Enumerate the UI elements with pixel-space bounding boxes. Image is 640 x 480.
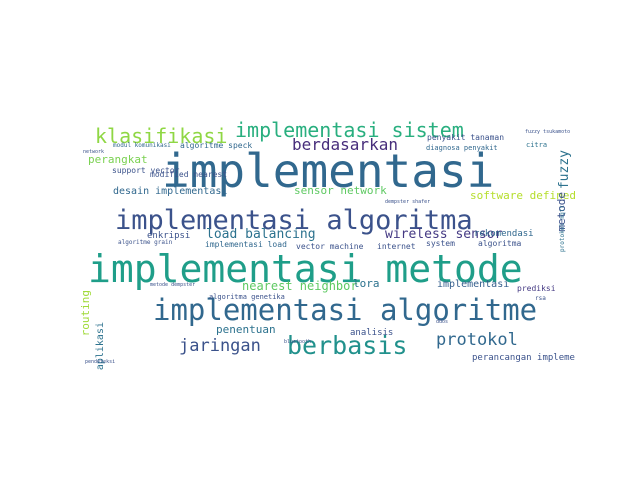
word-sensor-network: sensor network — [294, 184, 387, 197]
word-implementasi-sistem: implementasi sistem — [235, 118, 464, 142]
word-implementasi-algoritme: implementasi algoritme — [153, 293, 538, 327]
word-enkripsi: enkripsi — [147, 231, 191, 241]
word-implementasi-metode: implementasi metode — [88, 247, 523, 291]
word-algoritma-genetika: algoritma genetika — [209, 293, 285, 301]
word-klasifikasi: klasifikasi — [95, 124, 228, 148]
word-support-vector: support vector — [112, 166, 180, 175]
word-system: system — [426, 239, 455, 248]
word-protokol-mqtt: protokol mqtt — [559, 205, 566, 252]
word-penentuan: penentuan — [216, 323, 276, 336]
word-berbasis: berbasis — [287, 331, 408, 360]
word-pendeteksi: pendeteksi — [85, 359, 116, 365]
word-fuzzy: fuzzy — [557, 150, 572, 190]
word-cloud: implementasi implementasi metode impleme… — [80, 110, 575, 375]
word-analisis: analisis — [350, 328, 394, 338]
word-lora: lora — [353, 277, 380, 290]
word-algoritme-speck: algoritme speck — [180, 141, 253, 150]
word-network: network — [83, 149, 105, 155]
word-diagnosa-penyakit: diagnosa penyakit — [426, 144, 498, 152]
word-implementasi-algoritma: implementasi algoritma — [115, 205, 473, 236]
word-berdasarkan: berdasarkan — [292, 135, 398, 154]
word-wireless-sensor: wireless sensor — [385, 227, 503, 242]
word-bluetooth: bluetooth — [284, 339, 312, 345]
word-algoritme-grain: algoritme grain — [118, 239, 173, 246]
word-protokol: protokol — [436, 330, 518, 350]
word-metode-dempster: metode dempster — [150, 282, 196, 288]
word-perangkat: perangkat — [88, 153, 148, 166]
word-perancangan-implementasi: perancangan implementasi — [472, 353, 575, 363]
word-rsa: rsa — [535, 295, 546, 302]
word-prediksi: prediksi — [517, 284, 556, 293]
word-nearest-neighbor: nearest neighbor — [242, 279, 358, 293]
word-load-balancing: load balancing — [206, 227, 316, 242]
word-modul-komunikasi: modul komunikasi — [113, 142, 171, 149]
word-internet: internet — [377, 242, 416, 251]
word-jaringan: jaringan — [179, 336, 261, 356]
word-desain-implementasi: desain implementasi — [113, 186, 228, 197]
word-dempster-shafer: dempster shafer — [385, 199, 431, 205]
word-implementasi: implementasi — [162, 144, 495, 198]
word-modified-nearest: modified nearest — [150, 170, 228, 179]
word-algoritma: algoritma — [478, 239, 522, 248]
word-software-defined: software defined — [470, 189, 575, 202]
word-citra: citra — [526, 141, 548, 149]
word-penyakit-tanaman: penyakit tanaman — [427, 133, 505, 142]
word-implementasi-small: implementasi — [437, 279, 510, 290]
word-vector-machine: vector machine — [296, 242, 364, 251]
word-ddos: ddos — [436, 319, 449, 325]
word-rekomendasi: rekomendasi — [474, 229, 534, 239]
word-fuzzy-tsukamoto: fuzzy tsukamoto — [525, 129, 571, 135]
word-routing: routing — [80, 290, 92, 337]
word-implementasi-load: implementasi load — [205, 240, 287, 249]
